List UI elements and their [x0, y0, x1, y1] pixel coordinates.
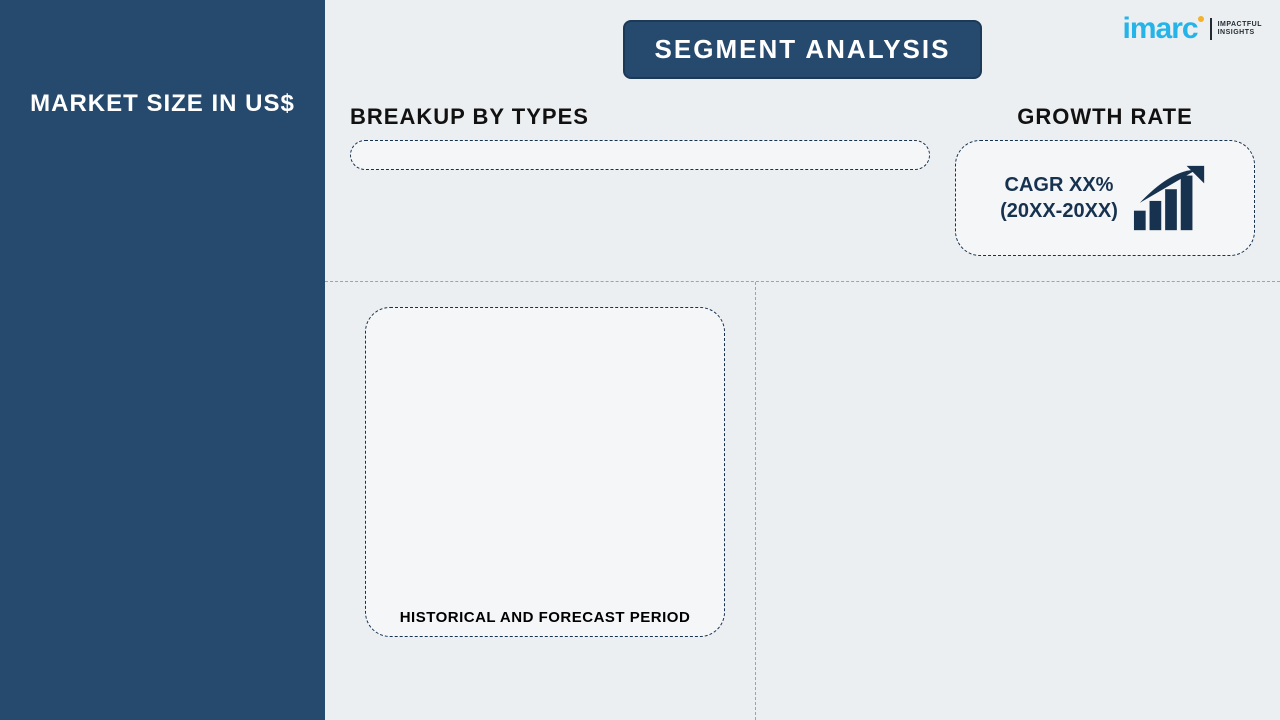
growth-heading: GROWTH RATE	[1017, 104, 1193, 130]
title-banner: SEGMENT ANALYSIS	[623, 20, 983, 79]
stat-panel	[791, 352, 1245, 402]
sidebar-title: MARKET SIZE IN US$	[30, 90, 295, 118]
logo-tagline: IMPACTFULINSIGHTS	[1218, 21, 1262, 37]
historical-caption: HISTORICAL AND FORECAST PERIOD	[366, 609, 724, 626]
growth-box: CAGR XX%(20XX-20XX)	[955, 140, 1255, 256]
logo-mark: imarc	[1123, 12, 1204, 46]
sidebar: MARKET SIZE IN US$	[0, 0, 325, 720]
growth-chart-icon	[1132, 163, 1210, 233]
growth-text: CAGR XX%(20XX-20XX)	[1000, 172, 1118, 224]
main-panel: imarc IMPACTFULINSIGHTS SEGMENT ANALYSIS…	[325, 0, 1280, 720]
breakup-heading: BREAKUP BY TYPES	[350, 104, 930, 130]
brand-logo: imarc IMPACTFULINSIGHTS	[1123, 12, 1262, 46]
breakup-box	[350, 140, 930, 170]
historical-box: HISTORICAL AND FORECAST PERIOD	[365, 307, 725, 637]
